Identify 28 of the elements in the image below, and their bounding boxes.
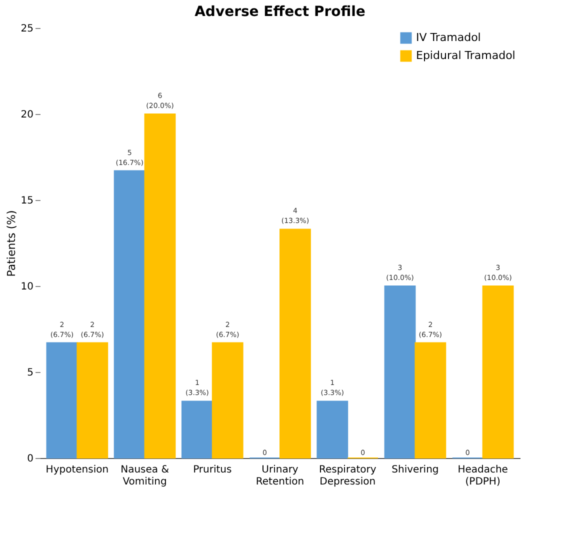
y-tick-label: 15 — [20, 196, 34, 206]
x-tick-label: Headache (PDPH) — [458, 464, 508, 488]
y-tick-label: 0 — [27, 454, 34, 464]
y-tick-label: 5 — [27, 368, 34, 378]
chart-title: Adverse Effect Profile — [194, 4, 366, 20]
x-tick-label: Pruritus — [193, 464, 232, 476]
bar — [114, 170, 146, 458]
bar — [181, 400, 213, 458]
bar — [76, 342, 108, 458]
legend-label: IV Tramadol — [416, 31, 481, 44]
x-tick-label: Urinary Retention — [256, 464, 304, 488]
x-tick-label: Shivering — [392, 464, 439, 476]
y-tick-label: 25 — [20, 24, 34, 34]
x-tick-label: Respiratory Depression — [318, 464, 376, 488]
bar — [280, 228, 311, 458]
y-axis-title: Patients (%) — [4, 210, 18, 277]
bar — [316, 400, 348, 458]
x-tick-label: Hypotension — [46, 464, 109, 476]
bar — [46, 342, 78, 458]
bar — [212, 342, 244, 458]
y-tick-label: 10 — [20, 282, 34, 292]
bar — [482, 286, 514, 458]
legend-label: Epidural Tramadol — [416, 49, 516, 62]
x-tick-label: Nausea & Vomiting — [120, 464, 170, 488]
bar — [144, 114, 176, 458]
y-tick-label: 20 — [20, 110, 34, 120]
bar — [414, 342, 446, 458]
bar — [384, 286, 416, 458]
